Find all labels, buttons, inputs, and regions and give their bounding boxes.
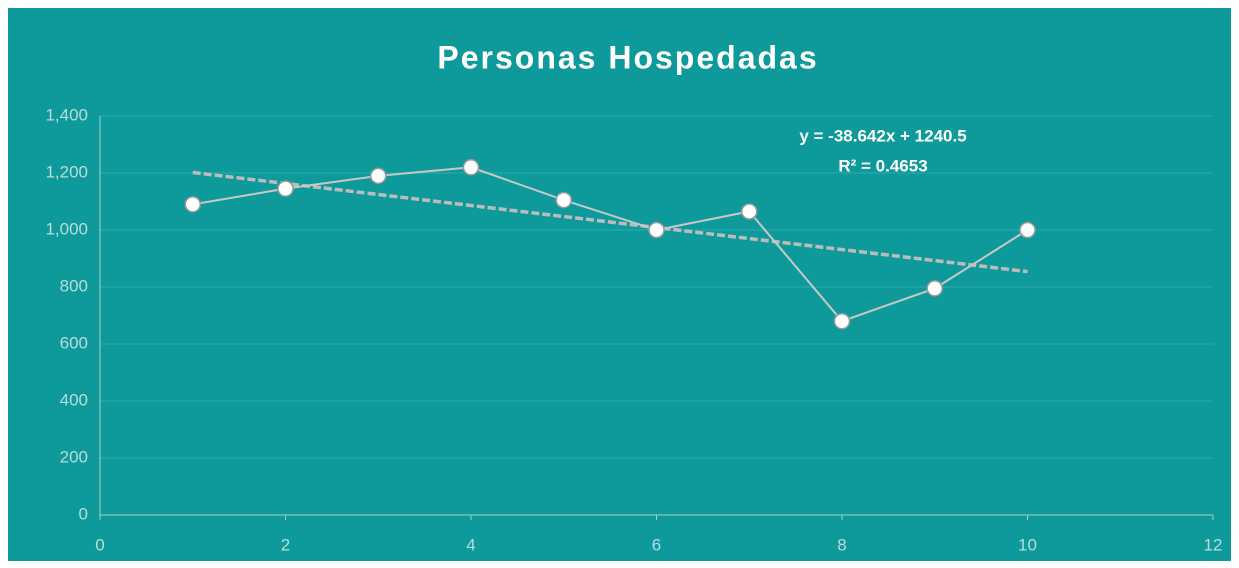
x-tick-label: 2 bbox=[281, 535, 290, 554]
trendline-equation: y = -38.642x + 1240.5 bbox=[799, 126, 966, 145]
y-tick-label: 1,200 bbox=[45, 162, 88, 181]
x-tick-label: 4 bbox=[466, 535, 475, 554]
trendline bbox=[192, 170, 1028, 274]
data-point bbox=[184, 196, 201, 213]
chart-background bbox=[8, 8, 1231, 561]
data-point bbox=[555, 191, 572, 209]
data-point bbox=[741, 203, 758, 220]
data-point bbox=[926, 280, 943, 297]
y-tick-label: 600 bbox=[60, 333, 88, 352]
data-point bbox=[1019, 221, 1036, 239]
y-tick-label: 200 bbox=[60, 447, 88, 466]
y-tick-label: 400 bbox=[60, 390, 88, 409]
x-tick-label: 0 bbox=[95, 535, 104, 554]
data-point bbox=[370, 167, 387, 185]
y-tick-label: 1,400 bbox=[45, 105, 88, 124]
y-tick-label: 1,000 bbox=[45, 219, 88, 238]
data-point bbox=[648, 221, 665, 239]
data-point bbox=[277, 180, 294, 197]
data-point bbox=[833, 312, 851, 330]
series-line bbox=[192, 166, 1029, 323]
y-tick-label: 0 bbox=[79, 504, 88, 523]
data-point bbox=[462, 159, 480, 176]
x-tick-label: 6 bbox=[652, 535, 661, 554]
x-tick-label: 8 bbox=[837, 535, 846, 554]
y-tick-label: 800 bbox=[60, 276, 88, 295]
chart-title: Personas Hospedadas bbox=[437, 39, 818, 75]
x-tick-label: 10 bbox=[1018, 535, 1037, 554]
trendline-r-squared: R² = 0.4653 bbox=[838, 156, 927, 175]
x-tick-label: 12 bbox=[1204, 535, 1223, 554]
